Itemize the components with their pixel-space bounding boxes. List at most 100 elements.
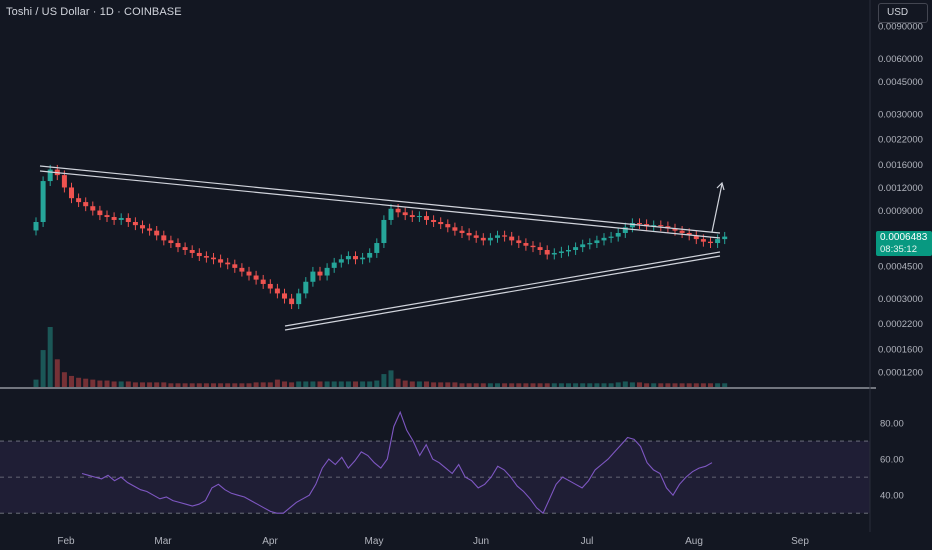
- candle-body: [587, 243, 593, 245]
- price-tick-label: 0.0016000: [878, 160, 923, 171]
- volume-bar: [90, 379, 96, 387]
- volume-bar: [125, 381, 131, 387]
- volume-bar: [686, 383, 692, 387]
- resistance-trendline-bottom[interactable]: [39, 170, 721, 239]
- volume-bar: [69, 375, 74, 387]
- candle-body: [69, 187, 74, 199]
- price-tick-label: 0.0022000: [878, 134, 923, 145]
- candle-body: [260, 279, 266, 284]
- breakout-arrow-icon[interactable]: [711, 183, 723, 233]
- volume-bar: [360, 381, 366, 387]
- volume-bar: [495, 383, 500, 387]
- candle-body: [580, 244, 586, 248]
- candle-body: [558, 251, 564, 253]
- candle-body: [395, 208, 401, 213]
- candle-body: [452, 227, 458, 231]
- candle-body: [601, 237, 607, 241]
- candle-body: [303, 281, 309, 294]
- volume-bars: [33, 327, 728, 387]
- volume-bar: [196, 383, 202, 387]
- time-tick-label: Jul: [581, 536, 594, 547]
- candle-body: [61, 175, 67, 188]
- trendlines[interactable]: [39, 165, 725, 331]
- volume-bar: [523, 383, 529, 387]
- candle-body: [274, 288, 280, 294]
- volume-bar: [267, 382, 273, 387]
- volume-bar: [253, 382, 259, 387]
- volume-bar: [537, 383, 543, 387]
- rsi-pane: 80.00 60.00 40.00: [81, 410, 904, 515]
- candle-body: [374, 243, 380, 253]
- time-tick-label: Apr: [262, 536, 278, 547]
- candle-body: [700, 239, 706, 242]
- volume-bar: [466, 383, 472, 387]
- volume-bar: [644, 383, 650, 387]
- candle-body: [40, 181, 46, 222]
- candle-body: [289, 298, 295, 305]
- candle-body: [232, 264, 238, 268]
- candle-body: [651, 225, 657, 227]
- volume-bar: [76, 377, 82, 387]
- time-axis[interactable]: Feb Mar Apr May Jun Jul Aug Sep: [57, 536, 809, 547]
- candle-body: [715, 239, 721, 244]
- candle-body: [154, 230, 160, 236]
- support-trendline-top[interactable]: [284, 251, 721, 327]
- volume-bar: [33, 379, 39, 387]
- volume-bar: [232, 383, 238, 387]
- resistance-trendline-top[interactable]: [39, 165, 721, 234]
- volume-bar: [629, 382, 635, 387]
- volume-bar: [203, 383, 209, 387]
- candle-body: [125, 217, 131, 222]
- candle-body: [516, 240, 522, 244]
- candle-body: [594, 240, 600, 244]
- symbol-title[interactable]: Toshi / US Dollar · 1D · COINBASE: [6, 6, 182, 18]
- volume-bar: [104, 380, 110, 387]
- candle-body: [438, 221, 444, 225]
- volume-bar: [395, 378, 401, 387]
- volume-bar: [388, 370, 394, 387]
- candle-body: [679, 230, 685, 233]
- volume-bar: [154, 382, 160, 387]
- volume-bar: [54, 359, 60, 387]
- volume-bar: [239, 383, 245, 387]
- volume-bar: [566, 383, 571, 387]
- volume-bar: [551, 383, 557, 387]
- volume-bar: [601, 383, 607, 387]
- candle-body: [324, 267, 330, 276]
- candle-body: [296, 293, 302, 305]
- rsi-tick-label: 80.00: [880, 419, 904, 430]
- breakout-arrowhead-icon: [716, 181, 725, 191]
- volume-bar: [700, 383, 706, 387]
- candle-body: [622, 227, 628, 233]
- candle-body: [523, 243, 529, 246]
- price-tick-label: 0.0001200: [878, 368, 923, 379]
- volume-bar: [622, 381, 628, 387]
- volume-bar: [147, 382, 153, 387]
- volume-bar: [438, 382, 444, 387]
- volume-bar: [310, 381, 316, 387]
- candle-body: [218, 259, 224, 263]
- time-tick-label: Aug: [685, 536, 703, 547]
- candle-body: [310, 271, 316, 282]
- candle-body: [282, 293, 287, 299]
- volume-bar: [367, 381, 373, 387]
- candle-body: [76, 198, 82, 203]
- candle-body: [658, 225, 664, 227]
- price-tick-label: 0.0001600: [878, 344, 923, 355]
- candle-body: [686, 232, 692, 236]
- candle-body: [267, 283, 273, 289]
- candlesticks: [33, 164, 728, 310]
- candle-body: [424, 216, 429, 220]
- volume-bar: [140, 382, 145, 387]
- volume-bar: [111, 381, 117, 387]
- candle-body: [544, 249, 550, 255]
- candle-body: [693, 235, 699, 240]
- volume-bar: [573, 383, 579, 387]
- time-tick-label: Sep: [791, 536, 809, 547]
- candle-body: [402, 212, 408, 216]
- support-trendline-bottom[interactable]: [284, 255, 721, 331]
- currency-button[interactable]: USD: [878, 3, 928, 23]
- time-tick-label: Jun: [473, 536, 489, 547]
- candle-body: [132, 221, 138, 226]
